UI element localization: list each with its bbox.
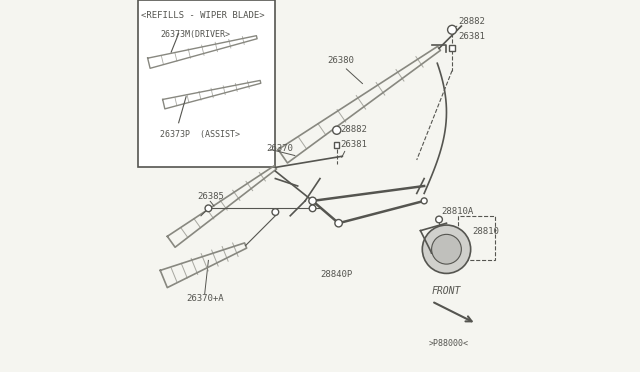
Bar [458, 216, 495, 260]
Circle shape [447, 25, 456, 34]
Circle shape [333, 126, 341, 134]
Text: 26373P  (ASSIST>: 26373P (ASSIST> [160, 130, 240, 139]
Text: FRONT: FRONT [431, 286, 461, 296]
Bar [449, 45, 455, 51]
Circle shape [335, 219, 342, 227]
Text: 26370: 26370 [266, 144, 293, 153]
Circle shape [436, 216, 442, 223]
Text: >P88000<: >P88000< [429, 339, 468, 348]
Circle shape [421, 198, 427, 204]
Circle shape [422, 225, 470, 273]
Text: 26380: 26380 [328, 56, 355, 65]
Text: 26381: 26381 [458, 32, 485, 41]
Text: 28810A: 28810A [441, 207, 473, 216]
Text: 26381: 26381 [340, 140, 367, 149]
Text: 28810: 28810 [472, 227, 499, 236]
Circle shape [431, 234, 461, 264]
Text: 28882: 28882 [458, 17, 485, 26]
Text: 26385: 26385 [197, 192, 224, 201]
Text: <REFILLS - WIPER BLADE>: <REFILLS - WIPER BLADE> [141, 11, 265, 20]
Circle shape [309, 205, 316, 212]
Circle shape [272, 209, 278, 215]
Text: 26370+A: 26370+A [186, 294, 224, 303]
Text: 28882: 28882 [340, 125, 367, 134]
Text: 26373M(DRIVER>: 26373M(DRIVER> [160, 30, 230, 39]
Bar [334, 142, 339, 148]
Circle shape [309, 197, 316, 205]
Circle shape [205, 205, 212, 212]
Text: 28840P: 28840P [320, 270, 352, 279]
Bar [138, 0, 275, 167]
